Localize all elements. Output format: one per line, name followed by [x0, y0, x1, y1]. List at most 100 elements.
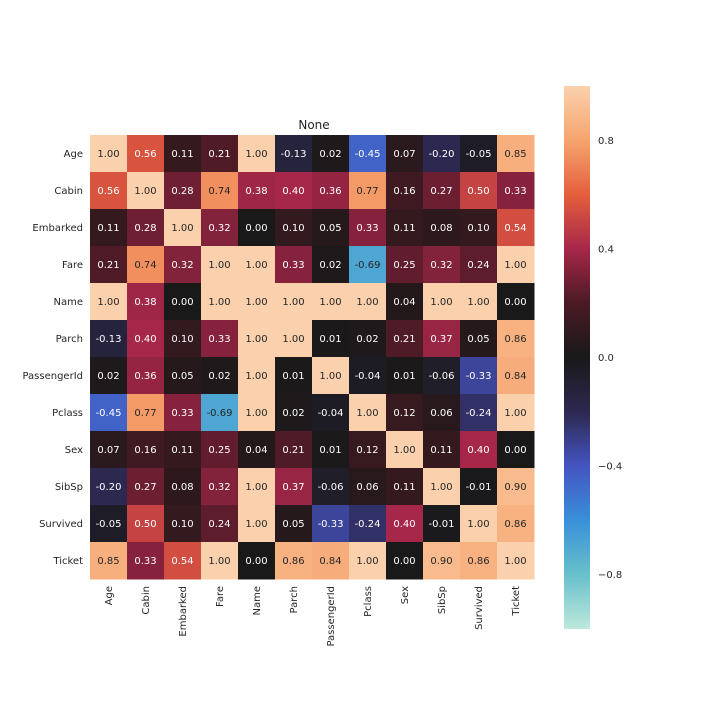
- heatmap-cell: [238, 209, 276, 247]
- cell-value-label: 0.33: [282, 260, 304, 271]
- cell-value-label: -0.69: [355, 260, 381, 271]
- heatmap-cell: [460, 320, 498, 358]
- cell-value-label: 0.33: [171, 408, 193, 419]
- heatmap-cell: [127, 135, 165, 173]
- cell-value-label: 0.01: [393, 371, 415, 382]
- cell-value-label: 0.02: [208, 371, 230, 382]
- heatmap-cell: [497, 542, 535, 580]
- cell-value-label: 1.00: [356, 556, 378, 567]
- cell-value-label: 0.02: [319, 149, 341, 160]
- heatmap-cell: [312, 283, 350, 321]
- heatmap-cell: [349, 357, 387, 395]
- cell-value-label: 1.00: [430, 297, 452, 308]
- cell-value-label: 0.04: [245, 445, 267, 456]
- x-tick-label: Name: [252, 586, 263, 616]
- cell-value-label: 0.85: [97, 556, 119, 567]
- heatmap-cell: [423, 357, 461, 395]
- cell-value-label: 0.00: [245, 223, 267, 234]
- heatmap-cell: [90, 542, 128, 580]
- cell-value-label: 0.27: [134, 482, 156, 493]
- cell-value-label: -0.45: [355, 149, 381, 160]
- heatmap-cell: [497, 172, 535, 210]
- cell-value-label: 0.90: [504, 482, 526, 493]
- heatmap-cell: [386, 542, 424, 580]
- heatmap-cell: [423, 542, 461, 580]
- heatmap-cell: [460, 542, 498, 580]
- heatmap-cell: [423, 172, 461, 210]
- cell-value-label: 1.00: [245, 519, 267, 530]
- y-tick-label: Fare: [62, 260, 83, 271]
- y-tick-label: Parch: [56, 334, 83, 345]
- cell-value-label: 0.07: [97, 445, 119, 456]
- x-tick-label: PassengerId: [326, 586, 337, 647]
- heatmap-cell: [238, 320, 276, 358]
- heatmap-cell: [312, 246, 350, 284]
- cell-value-label: 1.00: [504, 556, 526, 567]
- cell-value-label: 0.05: [467, 334, 489, 345]
- cell-value-label: 0.11: [393, 223, 415, 234]
- heatmap-cell: [460, 468, 498, 506]
- cell-value-label: 1.00: [245, 297, 267, 308]
- heatmap-cell: [349, 320, 387, 358]
- heatmap-cell: [275, 246, 313, 284]
- heatmap-cell: [423, 468, 461, 506]
- cell-value-label: 0.86: [504, 519, 526, 530]
- heatmap-cell: [201, 431, 239, 469]
- heatmap-cell: [497, 320, 535, 358]
- heatmap-cell: [312, 209, 350, 247]
- heatmap-cell: [238, 468, 276, 506]
- cell-value-label: 0.00: [504, 445, 526, 456]
- cell-value-label: 1.00: [504, 408, 526, 419]
- cell-value-label: 0.00: [504, 297, 526, 308]
- cell-value-label: 0.21: [208, 149, 230, 160]
- cell-value-label: 0.21: [97, 260, 119, 271]
- cell-value-label: 0.11: [171, 445, 193, 456]
- heatmap-cell: [312, 357, 350, 395]
- y-tick-label: Name: [53, 297, 83, 308]
- heatmap-cell: [164, 283, 202, 321]
- cell-value-label: 0.50: [467, 186, 489, 197]
- cell-value-label: 1.00: [319, 297, 341, 308]
- heatmap-cell: [460, 246, 498, 284]
- heatmap-cell: [90, 505, 128, 543]
- heatmap-cell: [460, 135, 498, 173]
- heatmap-cell: [275, 172, 313, 210]
- heatmap-cell: [238, 505, 276, 543]
- heatmap-cell: [386, 246, 424, 284]
- cell-value-label: 1.00: [134, 186, 156, 197]
- heatmap-cell: [127, 505, 165, 543]
- cell-value-label: 0.16: [393, 186, 415, 197]
- heatmap-cell: [386, 431, 424, 469]
- cell-value-label: 0.02: [319, 260, 341, 271]
- cell-value-label: 1.00: [282, 334, 304, 345]
- cell-value-label: 0.21: [282, 445, 304, 456]
- cell-value-label: -0.20: [96, 482, 122, 493]
- colorbar-tick-label: 0.4: [598, 244, 614, 255]
- cell-value-label: 1.00: [467, 297, 489, 308]
- heatmap-cell: [423, 320, 461, 358]
- cell-value-label: 1.00: [504, 260, 526, 271]
- cell-value-label: 0.10: [467, 223, 489, 234]
- cell-value-label: 0.33: [208, 334, 230, 345]
- cell-value-label: 0.10: [171, 334, 193, 345]
- cell-value-label: 0.77: [356, 186, 378, 197]
- y-tick-label: Embarked: [32, 223, 83, 234]
- heatmap-cell: [275, 320, 313, 358]
- cell-value-label: -0.69: [207, 408, 233, 419]
- cell-value-label: 1.00: [467, 519, 489, 530]
- heatmap-cell: [423, 209, 461, 247]
- cell-value-label: 1.00: [356, 297, 378, 308]
- cell-value-label: -0.01: [429, 519, 455, 530]
- cell-value-label: -0.06: [318, 482, 344, 493]
- heatmap-cell: [460, 209, 498, 247]
- heatmap-cell: [201, 468, 239, 506]
- cell-value-label: -0.01: [466, 482, 492, 493]
- cell-value-label: -0.24: [355, 519, 381, 530]
- heatmap-cell: [275, 542, 313, 580]
- cell-value-label: -0.33: [466, 371, 492, 382]
- cell-value-label: 0.25: [393, 260, 415, 271]
- heatmap-cell: [238, 357, 276, 395]
- colorbar: 0.8 0.4 0.0 −0.4 −0.8: [564, 86, 622, 629]
- x-tick-label: Ticket: [511, 586, 522, 617]
- cell-value-label: 0.56: [134, 149, 156, 160]
